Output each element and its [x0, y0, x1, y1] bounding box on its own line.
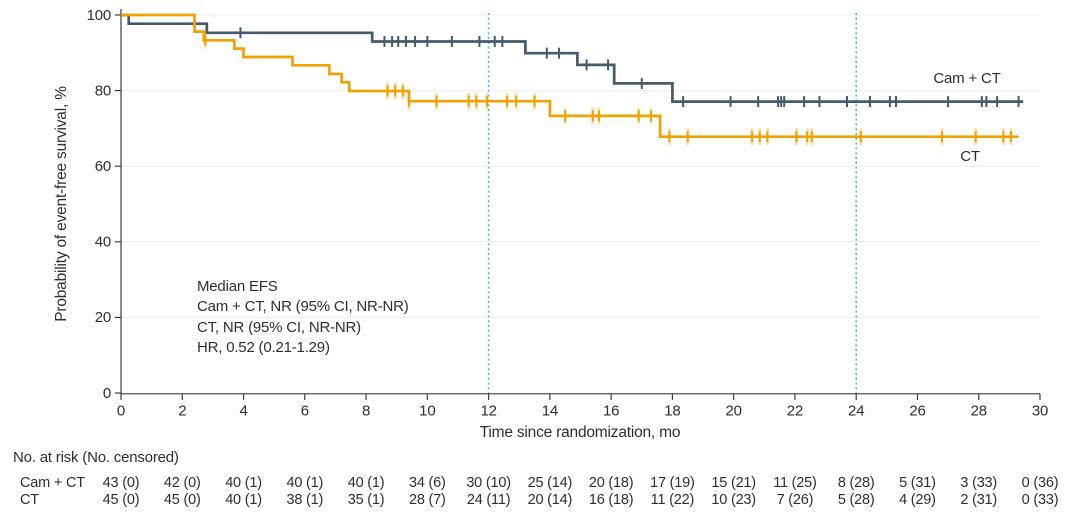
annotation-line-ct: CT, NR (95% CI, NR-NR): [197, 318, 361, 336]
survival-curve-ct: [121, 13, 1019, 139]
risk-cell: 35 (1): [347, 492, 385, 508]
y-tick-label-60: 60: [95, 158, 111, 175]
curve-label-cam-ct: Cam + CT: [933, 70, 1000, 87]
risk-cell: 11 (22): [650, 492, 695, 508]
risk-cell: 16 (18): [588, 492, 634, 508]
risk-cell: 2 (31): [960, 492, 998, 508]
risk-cell: 24 (11): [466, 492, 511, 508]
risk-cell: 11 (25): [773, 475, 817, 491]
y-tick-label-80: 80: [95, 82, 111, 99]
risk-cell: 43 (0): [102, 475, 140, 491]
risk-cell: 42 (0): [163, 475, 201, 491]
x-tick-label-24: 24: [848, 403, 864, 420]
risk-cell: 0 (33): [1021, 492, 1059, 508]
risk-cell: 25 (14): [527, 475, 573, 491]
risk-row-label: Cam + CT: [20, 475, 85, 491]
x-tick-label-18: 18: [664, 403, 680, 420]
annotation-line-median-efs: Median EFS: [197, 278, 278, 295]
risk-cell: 20 (18): [588, 475, 634, 491]
risk-row-cam-ct: Cam + CT 43 (0) 42 (0) 40 (1) 40 (1) 40 (1) 34…: [0, 475, 1080, 492]
risk-cell: 3 (33): [960, 475, 998, 491]
risk-cell: 45 (0): [102, 492, 140, 508]
y-tick-label-100: 100: [87, 7, 111, 24]
x-tick-label-8: 8: [362, 403, 370, 420]
risk-cell: 4 (29): [899, 492, 936, 508]
x-tick-label-12: 12: [480, 403, 496, 420]
median-efs-annotation: Median EFS Cam + CT, NR (95% CI, NR-NR) …: [197, 277, 409, 358]
curve-label-ct: CT: [960, 148, 980, 165]
risk-cell: 28 (7): [408, 492, 446, 508]
risk-cell: 5 (31): [899, 475, 936, 491]
x-tick-label-28: 28: [971, 403, 987, 420]
x-tick-label-10: 10: [419, 403, 435, 420]
risk-cell: 34 (6): [408, 475, 446, 491]
risk-cell: 30 (10): [466, 475, 511, 491]
risk-row-label: CT: [20, 492, 39, 508]
risk-cell: 15 (21): [711, 475, 756, 491]
x-tick-label-30: 30: [1032, 403, 1048, 420]
risk-cell: 38 (1): [286, 492, 324, 508]
x-tick-label-0: 0: [117, 403, 125, 420]
x-tick-label-16: 16: [603, 403, 619, 420]
risk-cell: 40 (1): [286, 475, 324, 491]
x-tick-label-22: 22: [787, 403, 803, 420]
x-tick-label-4: 4: [239, 403, 247, 420]
annotation-line-hr: HR, 0.52 (0.21-1.29): [197, 338, 330, 356]
risk-cell: 8 (28): [837, 475, 875, 491]
x-tick-label-26: 26: [909, 403, 925, 420]
y-tick-label-0: 0: [103, 385, 111, 402]
y-tick-label-20: 20: [95, 309, 111, 326]
risk-cell: 0 (36): [1021, 475, 1059, 491]
x-tick-label-2: 2: [178, 403, 186, 420]
risk-cell: 40 (1): [225, 492, 262, 508]
x-tick-label-20: 20: [726, 403, 742, 420]
risk-cell: 20 (14): [527, 492, 573, 508]
risk-cell: 5 (28): [837, 492, 875, 508]
risk-cell: 40 (1): [225, 475, 262, 491]
risk-cell: 40 (1): [347, 475, 385, 491]
annotation-line-cam-ct: Cam + CT, NR (95% CI, NR-NR): [197, 298, 409, 316]
risk-cell: 7 (26): [776, 492, 814, 508]
risk-row-ct: CT 45 (0) 45 (0) 40 (1) 38 (1) 35 (1) 28 (7) 24…: [0, 492, 1080, 509]
y-axis-label: Probability of event-free survival, %: [53, 86, 70, 322]
x-axis-label: Time since randomization, mo: [480, 424, 681, 441]
risk-cell: 45 (0): [163, 492, 201, 508]
risk-cell: 17 (19): [650, 475, 695, 491]
risk-cell: 10 (23): [711, 492, 756, 508]
x-tick-label-14: 14: [542, 403, 558, 420]
risk-table-title: No. at risk (No. censored): [13, 449, 179, 466]
y-tick-label-40: 40: [95, 234, 111, 251]
survival-curve-cam-ct: [121, 13, 1024, 103]
x-tick-label-6: 6: [301, 403, 309, 420]
